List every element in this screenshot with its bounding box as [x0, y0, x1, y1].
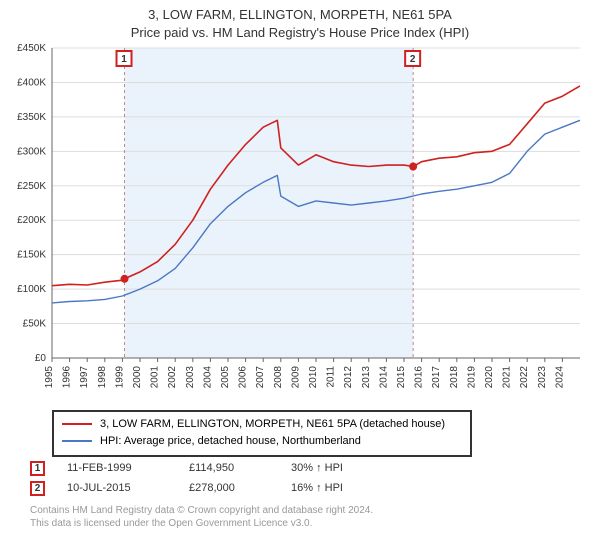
svg-text:£300K: £300K: [17, 146, 46, 157]
svg-text:2022: 2022: [519, 366, 530, 389]
svg-text:2009: 2009: [290, 366, 301, 389]
svg-text:2012: 2012: [343, 366, 354, 389]
legend-row: HPI: Average price, detached house, Nort…: [62, 433, 462, 450]
svg-text:2004: 2004: [202, 366, 213, 389]
svg-text:2019: 2019: [466, 366, 477, 389]
svg-text:2008: 2008: [273, 366, 284, 389]
transaction-diff: 16% ↑ HPI: [291, 482, 391, 494]
svg-text:2015: 2015: [396, 366, 407, 389]
svg-text:2005: 2005: [220, 366, 231, 389]
legend-swatch: [62, 440, 92, 442]
svg-text:2000: 2000: [132, 366, 143, 389]
svg-text:1995: 1995: [44, 366, 55, 389]
svg-text:2017: 2017: [431, 366, 442, 389]
svg-text:2006: 2006: [238, 366, 249, 389]
svg-text:2023: 2023: [537, 366, 548, 389]
transaction-date: 10-JUL-2015: [67, 482, 167, 494]
svg-text:2018: 2018: [449, 366, 460, 389]
svg-text:1997: 1997: [79, 366, 90, 389]
transaction-row: 2 10-JUL-2015 £278,000 16% ↑ HPI: [30, 478, 391, 498]
transaction-marker: 2: [30, 481, 45, 496]
svg-text:£150K: £150K: [17, 250, 46, 261]
svg-text:2001: 2001: [150, 366, 161, 389]
svg-text:£50K: £50K: [23, 319, 47, 330]
legend-label: HPI: Average price, detached house, Nort…: [100, 433, 361, 450]
svg-text:£250K: £250K: [17, 181, 46, 192]
svg-text:£450K: £450K: [17, 43, 46, 54]
legend-swatch: [62, 423, 92, 425]
svg-text:2013: 2013: [361, 366, 372, 389]
svg-text:2002: 2002: [167, 366, 178, 389]
transaction-diff: 30% ↑ HPI: [291, 462, 391, 474]
svg-text:2007: 2007: [255, 366, 266, 389]
transaction-price: £114,950: [189, 462, 269, 474]
title-block: 3, LOW FARM, ELLINGTON, MORPETH, NE61 5P…: [0, 0, 600, 41]
legend-row: 3, LOW FARM, ELLINGTON, MORPETH, NE61 5P…: [62, 416, 462, 433]
svg-text:1999: 1999: [114, 366, 125, 389]
svg-text:£200K: £200K: [17, 215, 46, 226]
svg-text:£350K: £350K: [17, 112, 46, 123]
address-title: 3, LOW FARM, ELLINGTON, MORPETH, NE61 5P…: [0, 6, 600, 24]
svg-text:2003: 2003: [185, 366, 196, 389]
svg-text:£0: £0: [35, 353, 47, 364]
legend-label: 3, LOW FARM, ELLINGTON, MORPETH, NE61 5P…: [100, 416, 445, 433]
svg-text:2021: 2021: [502, 366, 513, 389]
svg-text:£400K: £400K: [17, 77, 46, 88]
legend-box: 3, LOW FARM, ELLINGTON, MORPETH, NE61 5P…: [52, 410, 472, 457]
svg-text:1996: 1996: [62, 366, 73, 389]
footer-line1: Contains HM Land Registry data © Crown c…: [30, 504, 373, 517]
transactions-table: 1 11-FEB-1999 £114,950 30% ↑ HPI 2 10-JUL-201…: [30, 458, 391, 498]
svg-text:2024: 2024: [554, 366, 565, 389]
transaction-row: 1 11-FEB-1999 £114,950 30% ↑ HPI: [30, 458, 391, 478]
footer-credits: Contains HM Land Registry data © Crown c…: [30, 504, 373, 530]
svg-text:2: 2: [410, 54, 416, 65]
svg-text:2020: 2020: [484, 366, 495, 389]
footer-line2: This data is licensed under the Open Gov…: [30, 517, 373, 530]
figure-container: 3, LOW FARM, ELLINGTON, MORPETH, NE61 5P…: [0, 0, 600, 560]
svg-text:2010: 2010: [308, 366, 319, 389]
transaction-price: £278,000: [189, 482, 269, 494]
svg-text:2011: 2011: [326, 366, 337, 388]
svg-text:2016: 2016: [414, 366, 425, 389]
svg-text:1998: 1998: [97, 366, 108, 389]
svg-text:1: 1: [121, 54, 127, 65]
subtitle: Price paid vs. HM Land Registry's House …: [0, 24, 600, 42]
chart-area: £0£50K£100K£150K£200K£250K£300K£350K£400…: [52, 48, 580, 398]
svg-text:2014: 2014: [378, 366, 389, 389]
transaction-marker: 1: [30, 461, 45, 476]
line-chart-svg: £0£50K£100K£150K£200K£250K£300K£350K£400…: [52, 48, 580, 398]
svg-text:£100K: £100K: [17, 284, 46, 295]
transaction-date: 11-FEB-1999: [67, 462, 167, 474]
